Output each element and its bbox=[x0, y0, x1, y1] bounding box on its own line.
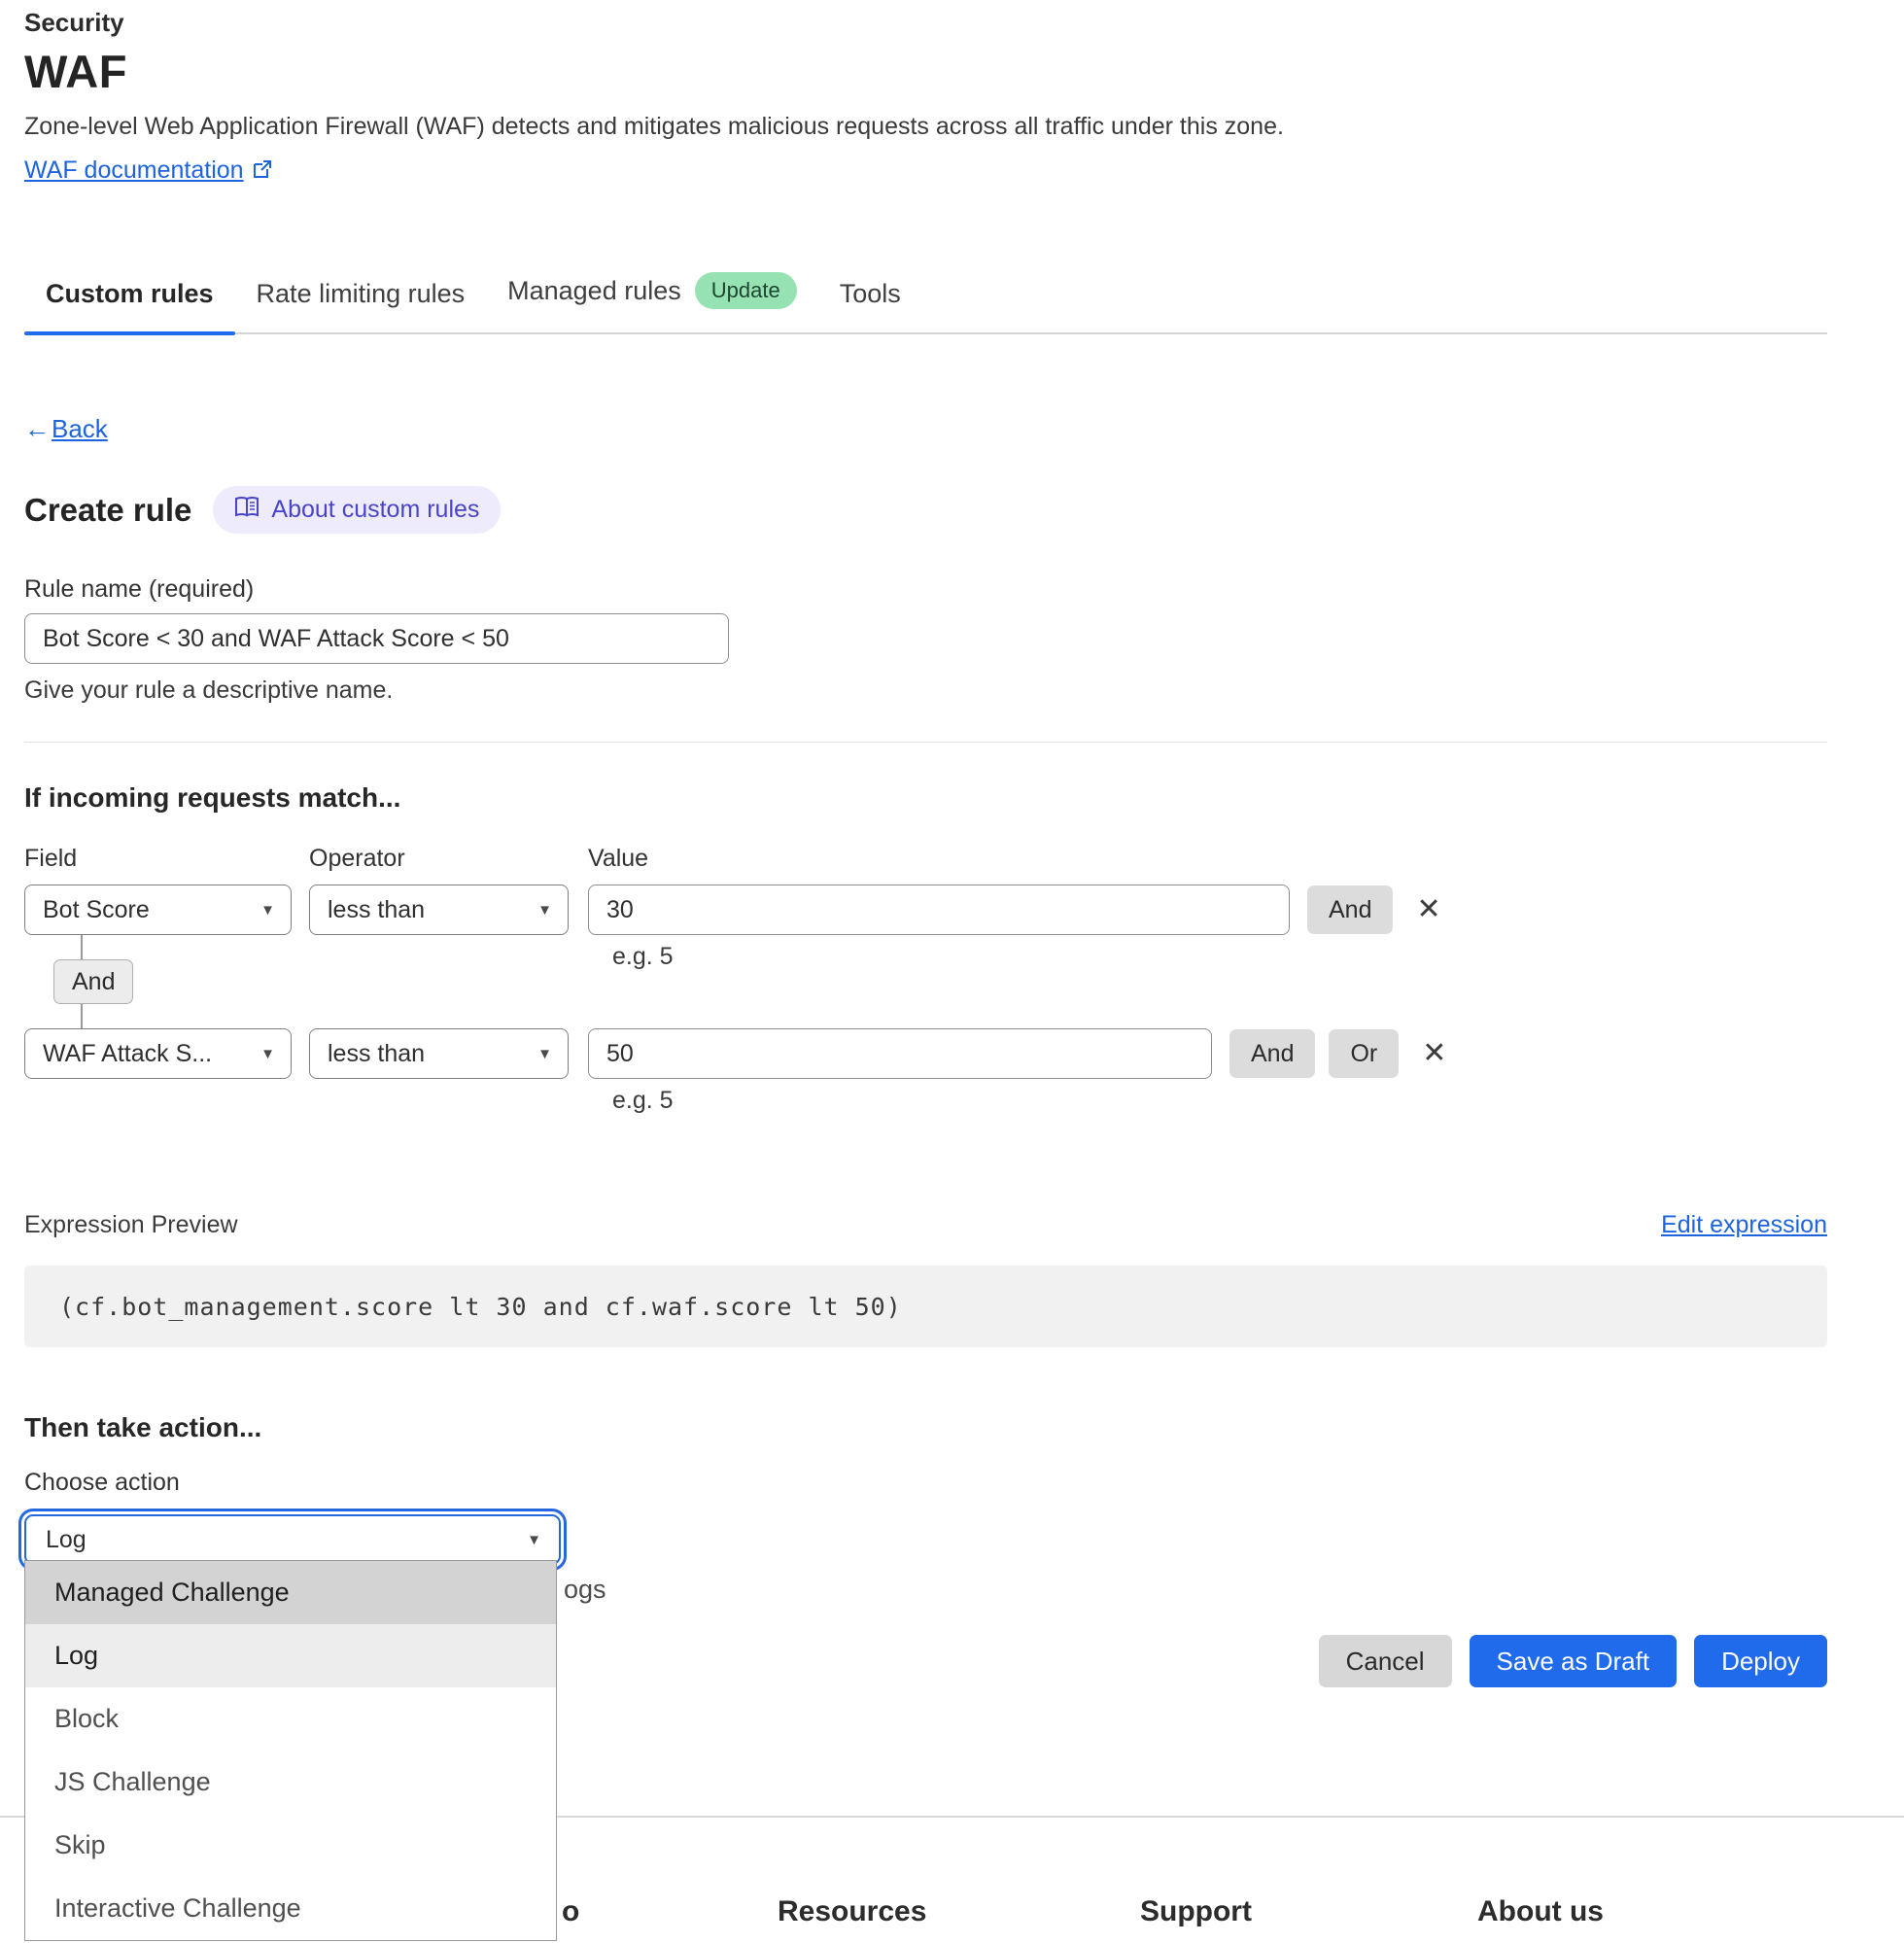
book-icon bbox=[234, 496, 260, 524]
action-section-title: Then take action... bbox=[24, 1412, 262, 1442]
footer-column-support[interactable]: Support bbox=[1140, 1895, 1252, 1927]
field-select-1[interactable]: Bot Score ▼ bbox=[24, 885, 292, 935]
deploy-button[interactable]: Deploy bbox=[1694, 1635, 1827, 1687]
page-description: Zone-level Web Application Firewall (WAF… bbox=[24, 113, 1284, 140]
menu-item-block[interactable]: Block bbox=[54, 1704, 120, 1733]
expression-code: (cf.bot_management.score lt 30 and cf.wa… bbox=[59, 1292, 902, 1321]
create-rule-title: Create rule bbox=[24, 491, 192, 528]
menu-item-interactive-challenge[interactable]: Interactive Challenge bbox=[54, 1893, 301, 1923]
back-arrow-icon: ← bbox=[24, 414, 50, 443]
breadcrumb-security: Security bbox=[24, 8, 124, 37]
footer-column-partial: o bbox=[562, 1895, 580, 1927]
close-icon: ✕ bbox=[1422, 1037, 1447, 1069]
remove-condition-button-1[interactable]: ✕ bbox=[1416, 895, 1440, 924]
expression-preview-label: Expression Preview bbox=[24, 1211, 238, 1238]
match-section-title: If incoming requests match... bbox=[24, 782, 401, 813]
value-input-2[interactable] bbox=[588, 1028, 1212, 1079]
menu-item-js-challenge[interactable]: JS Challenge bbox=[54, 1767, 211, 1796]
operator-column-label: Operator bbox=[309, 845, 405, 872]
value-column-label: Value bbox=[588, 845, 649, 872]
save-as-draft-button[interactable]: Save as Draft bbox=[1469, 1635, 1678, 1687]
field-select-2[interactable]: WAF Attack S... ▼ bbox=[24, 1028, 292, 1079]
value-hint-1: e.g. 5 bbox=[612, 943, 674, 970]
choose-action-label: Choose action bbox=[24, 1469, 180, 1496]
back-link[interactable]: ←Back bbox=[24, 414, 108, 443]
tab-rate-limiting-rules[interactable]: Rate limiting rules bbox=[256, 279, 466, 308]
operator-select-1[interactable]: less than ▼ bbox=[309, 885, 569, 935]
condition-connector: And bbox=[24, 935, 1827, 1028]
external-link-icon bbox=[252, 157, 273, 187]
tab-managed-rules[interactable]: Managed rules Update bbox=[486, 272, 818, 332]
tab-tools[interactable]: Tools bbox=[839, 279, 901, 308]
page-title: WAF bbox=[24, 46, 127, 97]
edit-expression-link[interactable]: Edit expression bbox=[1661, 1211, 1827, 1238]
cancel-button[interactable]: Cancel bbox=[1318, 1635, 1452, 1687]
condition-row-1: Bot Score ▼ less than ▼ And ✕ e.g. 5 bbox=[24, 885, 1827, 970]
section-divider bbox=[24, 742, 1827, 743]
waf-documentation-link[interactable]: WAF documentation bbox=[24, 156, 244, 184]
add-and-condition-button-2[interactable]: And bbox=[1229, 1029, 1316, 1078]
chevron-down-icon: ▼ bbox=[260, 1045, 275, 1062]
rule-name-input[interactable] bbox=[24, 613, 729, 664]
condition-row-2: WAF Attack S... ▼ less than ▼ And Or ✕ e… bbox=[24, 1028, 1827, 1114]
choose-action-select[interactable]: Log ▼ bbox=[18, 1509, 567, 1571]
about-custom-rules-badge[interactable]: About custom rules bbox=[213, 486, 502, 534]
page-footer: o Resources Support About us bbox=[0, 1816, 1904, 1943]
menu-item-skip[interactable]: Skip bbox=[54, 1830, 106, 1859]
operator-select-2[interactable]: less than ▼ bbox=[309, 1028, 569, 1079]
connector-line bbox=[81, 1004, 83, 1028]
close-icon: ✕ bbox=[1416, 893, 1441, 925]
tab-bar: Custom rules Rate limiting rules Managed… bbox=[24, 272, 1827, 335]
value-hint-2: e.g. 5 bbox=[612, 1087, 674, 1114]
menu-item-managed-challenge[interactable]: Managed Challenge bbox=[25, 1561, 556, 1624]
chevron-down-icon: ▼ bbox=[527, 1531, 541, 1548]
add-and-condition-button-1[interactable]: And bbox=[1307, 885, 1394, 934]
expression-preview-box: (cf.bot_management.score lt 30 and cf.wa… bbox=[24, 1266, 1827, 1347]
connector-line bbox=[81, 935, 83, 959]
rule-name-helper: Give your rule a descriptive name. bbox=[24, 677, 394, 704]
remove-condition-button-2[interactable]: ✕ bbox=[1422, 1039, 1446, 1068]
footer-column-about-us[interactable]: About us bbox=[1477, 1895, 1604, 1927]
group-connector-chip[interactable]: And bbox=[53, 959, 134, 1004]
field-column-label: Field bbox=[24, 845, 78, 872]
tab-custom-rules[interactable]: Custom rules bbox=[24, 278, 235, 335]
action-dropdown-menu: Managed Challenge Log Block JS Challenge… bbox=[24, 1560, 557, 1941]
value-input-1[interactable] bbox=[588, 885, 1290, 935]
footer-column-resources[interactable]: Resources bbox=[778, 1895, 927, 1927]
chevron-down-icon: ▼ bbox=[260, 901, 275, 919]
chevron-down-icon: ▼ bbox=[537, 1045, 552, 1062]
chevron-down-icon: ▼ bbox=[537, 901, 552, 919]
selected-action: Log bbox=[46, 1525, 87, 1553]
menu-item-log[interactable]: Log bbox=[25, 1624, 556, 1687]
add-or-condition-button-2[interactable]: Or bbox=[1329, 1029, 1400, 1078]
rule-name-label: Rule name (required) bbox=[24, 575, 255, 603]
update-badge: Update bbox=[694, 272, 797, 309]
obscured-helper-text-fragment: ogs bbox=[564, 1575, 606, 1604]
